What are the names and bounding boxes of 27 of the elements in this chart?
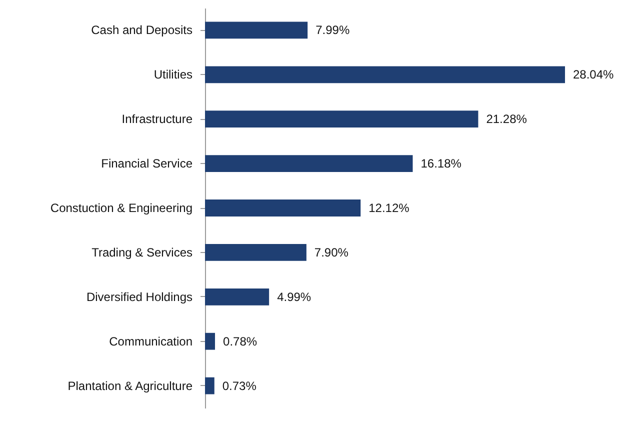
bar [205, 288, 270, 306]
y-tick-label: Cash and Deposits [91, 23, 192, 38]
bar [205, 155, 413, 172]
data-label: 12.12% [368, 201, 410, 215]
data-label: 0.73% [222, 378, 257, 393]
y-tick-label: Constuction & Engineering [50, 201, 192, 215]
y-tick-label: Utilities [154, 68, 192, 82]
bar [205, 332, 216, 350]
y-tick-label: Diversified Holdings [86, 290, 192, 304]
bar [205, 66, 565, 84]
data-label: 7.99% [316, 23, 350, 38]
y-tick-label: Communication [109, 334, 192, 348]
data-label: 0.78% [223, 334, 258, 348]
data-label: 28.04% [573, 68, 614, 82]
data-label: 16.18% [420, 156, 462, 171]
bar [205, 110, 478, 128]
y-tick-label: Infrastructure [122, 112, 193, 126]
bar [205, 22, 308, 39]
data-label: 21.28% [486, 112, 528, 126]
data-label: 7.90% [314, 245, 349, 260]
y-tick-label: Plantation & Agriculture [68, 378, 193, 393]
y-tick-label: Trading & Services [92, 245, 192, 260]
bar [205, 244, 306, 261]
bar [205, 377, 214, 394]
data-label: 4.99% [277, 290, 312, 304]
y-tick-label: Financial Service [101, 156, 193, 171]
bar [205, 200, 361, 216]
